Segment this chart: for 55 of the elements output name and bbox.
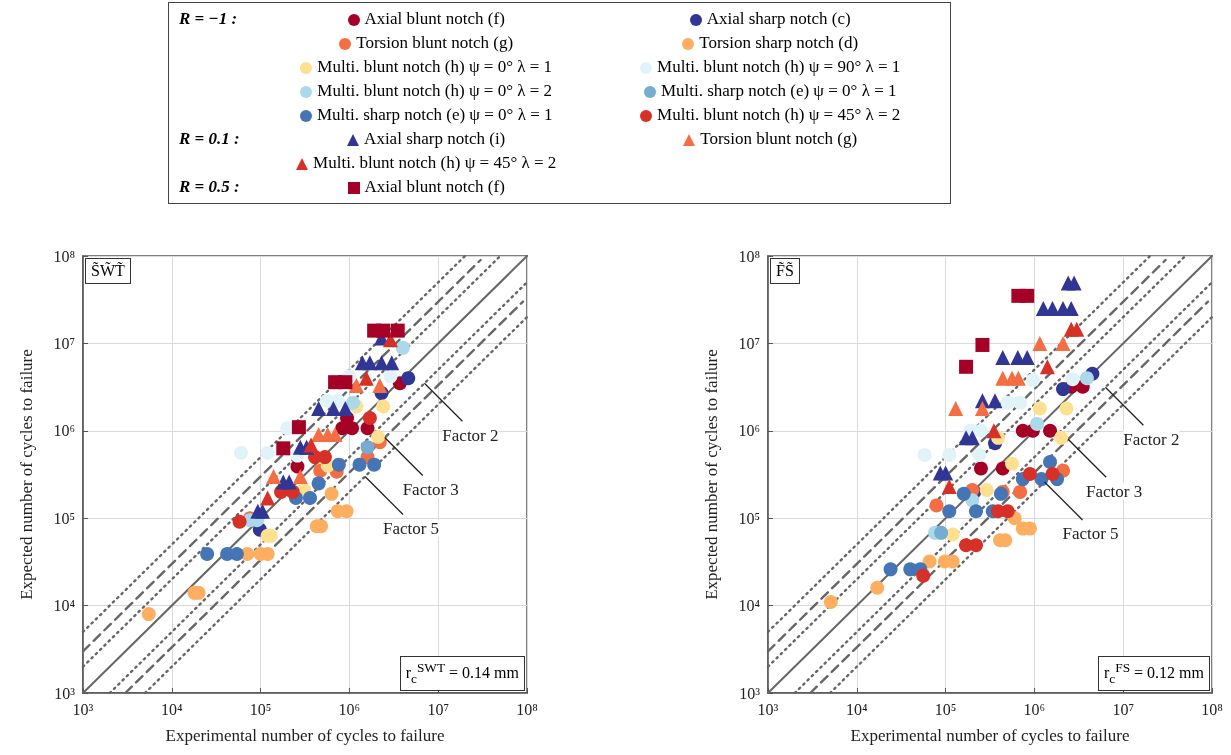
x-tick-label: 10⁷: [1112, 700, 1134, 718]
text: R = 0.5 :: [178, 176, 241, 198]
x-tick-label: 10⁸: [516, 700, 538, 718]
annotation: Factor 3: [402, 479, 459, 499]
legend-label: Multi. blunt notch (h) ψ = 45° λ = 2: [312, 152, 558, 174]
y-tick-label: 10³: [54, 684, 76, 702]
y-tick-label: 10³: [739, 684, 761, 702]
text: R = −1 :: [178, 8, 239, 30]
x-tick-label: 10⁶: [338, 700, 361, 718]
x-tick-label: 10⁷: [427, 700, 449, 718]
annotation: Factor 5: [382, 519, 440, 538]
legend-label: Torsion blunt notch (g): [699, 128, 859, 150]
x-tick-label: 10³: [72, 700, 94, 718]
y-tick-label: 10⁵: [53, 509, 75, 527]
y-tick-label: 10⁶: [738, 422, 760, 440]
y-tick-label: 10⁶: [53, 422, 75, 440]
x-tick-label: 10⁸: [1201, 700, 1223, 718]
x-tick-label: 10⁵: [249, 700, 272, 718]
chart-title: F̃S̃: [770, 258, 800, 284]
annotation: Factor 3: [1086, 481, 1143, 501]
x-axis-title: Experimental number of cycles to failure: [165, 726, 445, 745]
x-tick-label: 10⁶: [1023, 700, 1046, 718]
y-tick-label: 10⁴: [53, 597, 76, 615]
annotation: r$_{c}$$^{FS}$ = 0.12 mm: [1098, 656, 1210, 691]
legend-label: Axial sharp notch (c): [705, 8, 852, 30]
legend-label: Axial sharp notch (i): [363, 128, 507, 150]
legend-label: Multi. blunt notch (h) ψ = 90° λ = 1: [656, 56, 902, 78]
annotation: Factor 5: [1062, 524, 1119, 544]
annotation: Factor 2: [1123, 429, 1180, 449]
legend-label: Multi. blunt notch (h) ψ = 45° λ = 2: [656, 104, 902, 126]
x-tick-label: 10⁴: [161, 700, 184, 718]
y-tick-label: 10⁸: [738, 247, 760, 265]
y-tick-label: 10⁴: [738, 597, 761, 615]
legend-label: Axial blunt notch (f): [363, 8, 506, 30]
legend-label: Torsion blunt notch (g): [355, 32, 515, 54]
y-axis-title: Expected number of cycles to failure: [17, 349, 36, 600]
text: R = 0.1 :: [178, 128, 241, 150]
y-tick-label: 10⁷: [53, 334, 75, 352]
legend-label: Multi. sharp notch (e) ψ = 0° λ = 1: [315, 104, 554, 126]
legend-label: Axial blunt notch (f): [363, 176, 506, 198]
legend-label: Multi. sharp notch (e) ψ = 0° λ = 1: [659, 80, 898, 102]
x-axis-title: Experimental number of cycles to failure: [850, 726, 1130, 745]
annotation: Factor 2: [442, 425, 499, 445]
y-axis-title: Expected number of cycles to failure: [702, 349, 721, 600]
annotation: r$_{c}$$^{SWT}$ = 0.14 mm: [399, 656, 525, 691]
chart-title: S̃W̃T̃: [85, 258, 131, 284]
y-tick-label: 10⁷: [738, 334, 760, 352]
x-tick-label: 10³: [757, 700, 779, 718]
legend-label: Torsion sharp notch (d): [698, 32, 860, 54]
y-tick-label: 10⁵: [738, 509, 760, 527]
x-tick-label: 10⁴: [846, 700, 869, 718]
legend-label: Multi. blunt notch (h) ψ = 0° λ = 1: [316, 56, 554, 78]
legend-label: Multi. blunt notch (h) ψ = 0° λ = 2: [316, 80, 554, 102]
y-tick-label: 10⁸: [53, 247, 75, 265]
x-tick-label: 10⁵: [934, 700, 957, 718]
